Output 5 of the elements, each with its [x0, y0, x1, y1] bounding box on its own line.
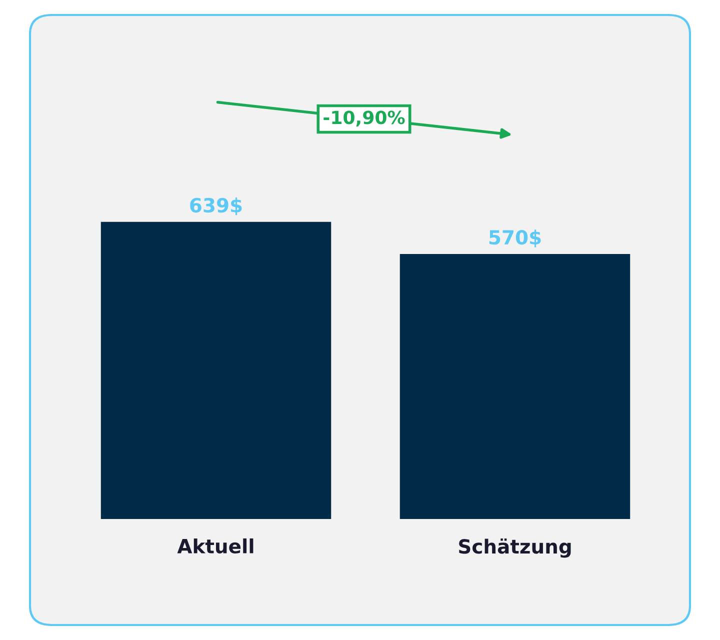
data-label: 639$	[190, 198, 242, 216]
x-tick-label: Aktuell	[177, 538, 254, 554]
text: -10,90%	[324, 110, 405, 127]
x-tick-label: Schätzung	[459, 538, 571, 558]
data-label: 570$	[489, 230, 541, 248]
